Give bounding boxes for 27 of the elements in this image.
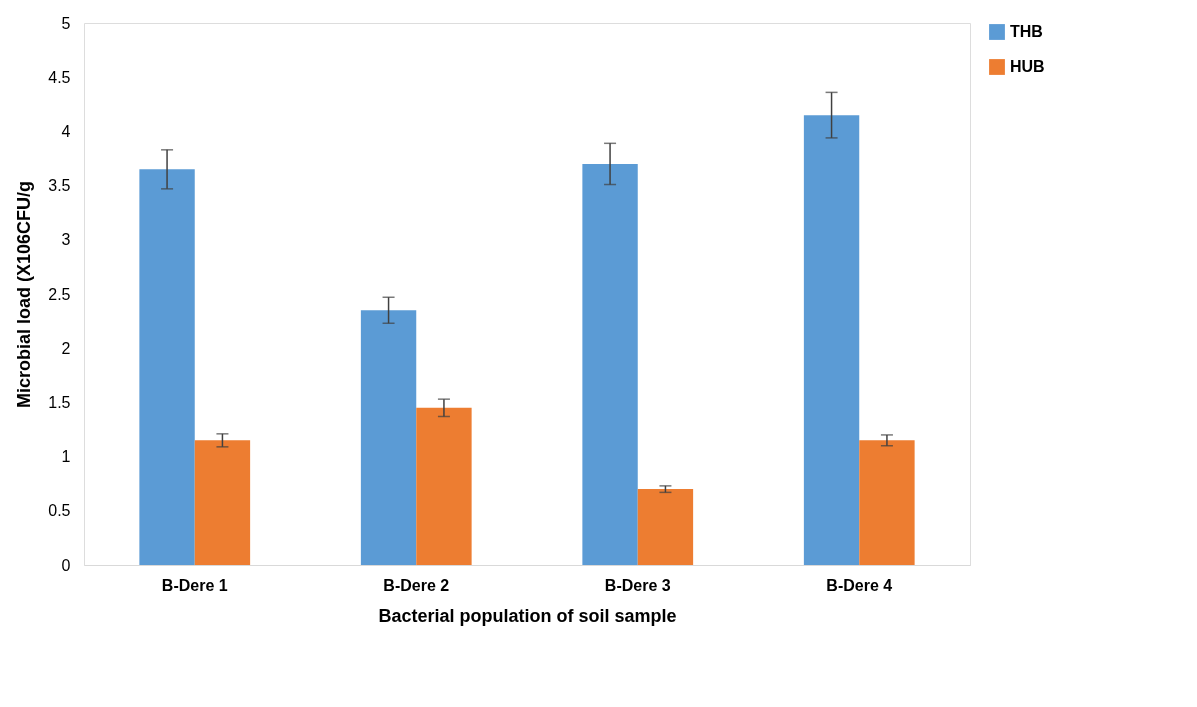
y-tick-label: 0.5 xyxy=(48,502,71,520)
y-tick-label: 1.5 xyxy=(48,393,71,411)
y-tick-label: 3 xyxy=(61,231,71,249)
y-axis-title: Microbial load (X106CFU/g xyxy=(14,180,35,409)
y-tick-label: 5 xyxy=(61,14,71,32)
bar xyxy=(582,163,638,565)
x-tick-label: B-Dere 1 xyxy=(161,576,228,594)
x-tick-label: B-Dere 4 xyxy=(826,576,893,594)
y-tick-label: 2.5 xyxy=(48,285,71,303)
bar xyxy=(416,407,472,565)
bar xyxy=(803,115,860,565)
y-tick-label: 4.5 xyxy=(48,68,71,86)
y-tick-label: 0 xyxy=(61,556,71,574)
legend-label: THB xyxy=(1010,23,1043,40)
bar xyxy=(139,169,195,565)
x-tick-label: B-Dere 2 xyxy=(383,576,450,594)
bar xyxy=(859,440,915,565)
y-tick-label: 1 xyxy=(61,448,71,466)
bar xyxy=(360,310,417,565)
bar xyxy=(637,489,694,565)
x-axis-title: Bacterial population of soil sample xyxy=(378,605,677,626)
x-tick-label: B-Dere 3 xyxy=(604,576,671,594)
y-tick-label: 2 xyxy=(61,339,71,357)
y-tick-label: 4 xyxy=(61,122,71,140)
y-tick-label: 3.5 xyxy=(48,177,71,195)
legend-label: HUB xyxy=(1010,58,1045,75)
bar xyxy=(194,440,251,565)
